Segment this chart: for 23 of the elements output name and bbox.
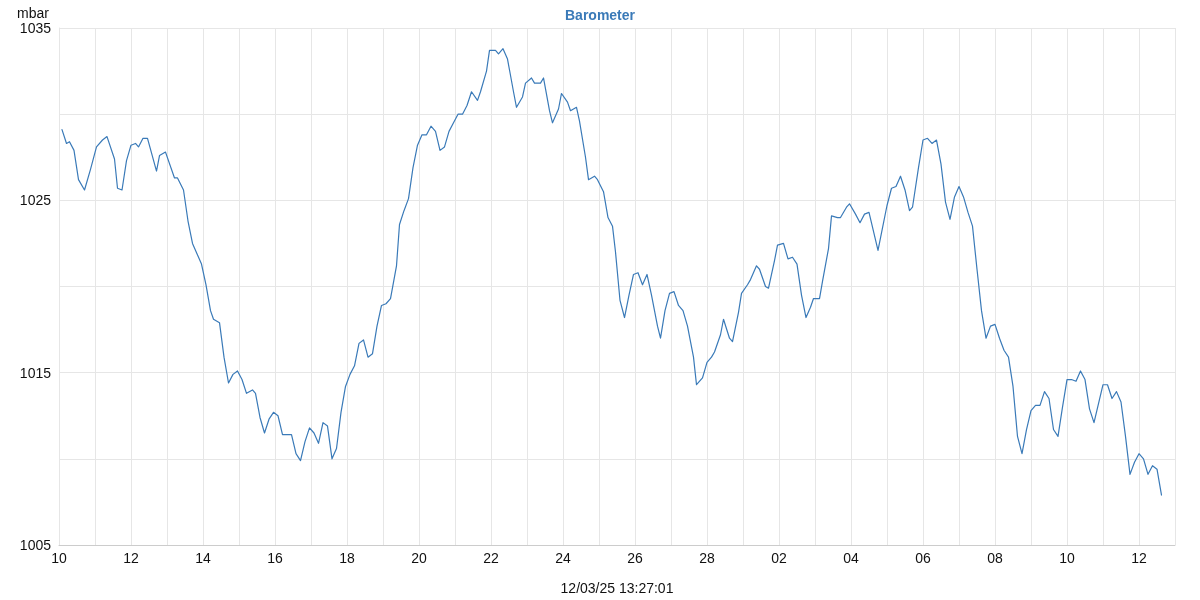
y-axis-title: mbar: [17, 5, 50, 21]
x-tick-label: 12: [123, 550, 139, 566]
chart-title: Barometer: [564, 7, 636, 23]
x-tick-label: 06: [915, 550, 931, 566]
x-axis-title: 12/03/25 13:27:01: [560, 580, 674, 596]
x-tick-label: 22: [483, 550, 499, 566]
x-tick-label: 14: [195, 550, 211, 566]
y-tick-label: 1035: [19, 20, 52, 36]
x-tick-label: 26: [627, 550, 643, 566]
y-tick-label: 1005: [19, 537, 52, 553]
y-tick-label: 1015: [19, 364, 52, 381]
x-tick-label: 28: [699, 550, 715, 566]
x-tick-label: 12: [1131, 550, 1147, 566]
x-tick-label: 10: [51, 550, 67, 566]
x-tick-label: 10: [1059, 550, 1075, 566]
x-tick-label: 08: [987, 550, 1003, 566]
x-tick-label: 04: [843, 550, 859, 566]
x-tick-label: 02: [771, 550, 787, 566]
x-tick-label: 16: [267, 550, 283, 566]
x-tick-label: 24: [555, 550, 571, 566]
x-tick-label: 18: [339, 550, 355, 566]
y-tick-label: 1025: [19, 192, 52, 209]
x-tick-label: 20: [411, 550, 427, 566]
